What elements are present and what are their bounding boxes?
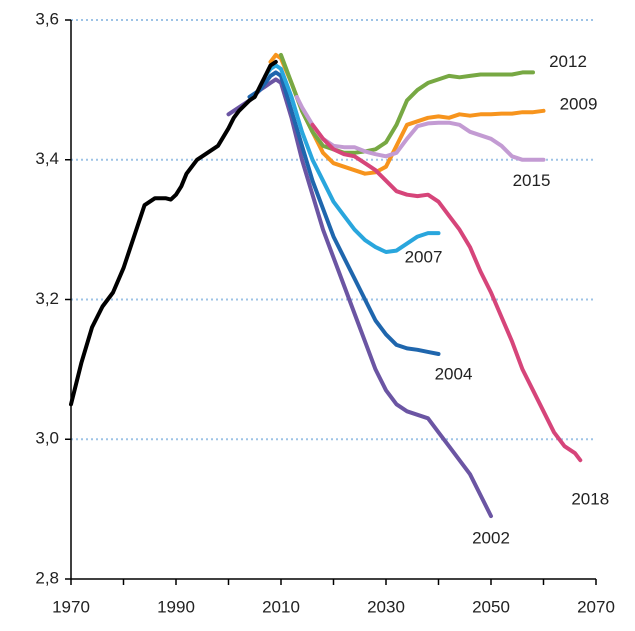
series-line bbox=[279, 52, 535, 155]
series-label: 2009 bbox=[560, 94, 598, 113]
series-label: 2007 bbox=[405, 248, 443, 267]
y-tick-label: 2,8 bbox=[35, 568, 59, 587]
series-line bbox=[226, 77, 493, 519]
series-label: 2012 bbox=[549, 52, 587, 71]
y-tick-label: 3,4 bbox=[35, 149, 59, 168]
x-tick-label: 2010 bbox=[262, 597, 300, 616]
series-label: 2015 bbox=[513, 171, 551, 190]
series-label: 2004 bbox=[435, 364, 473, 383]
series-label: 2002 bbox=[472, 529, 510, 548]
x-tick-label: 2050 bbox=[472, 597, 510, 616]
x-tick-label: 2030 bbox=[367, 597, 405, 616]
series-line bbox=[294, 94, 546, 162]
y-tick-label: 3,6 bbox=[35, 9, 59, 28]
x-tick-label: 1970 bbox=[52, 597, 90, 616]
y-tick-label: 3,2 bbox=[35, 289, 59, 308]
series-line bbox=[247, 70, 441, 356]
series-line bbox=[263, 63, 441, 254]
x-tick-label: 1990 bbox=[157, 597, 195, 616]
history-line bbox=[69, 59, 278, 407]
x-tick-label: 2070 bbox=[577, 597, 615, 616]
y-tick-label: 3,0 bbox=[35, 429, 59, 448]
series-label: 2018 bbox=[571, 490, 609, 509]
series-line bbox=[310, 122, 583, 463]
